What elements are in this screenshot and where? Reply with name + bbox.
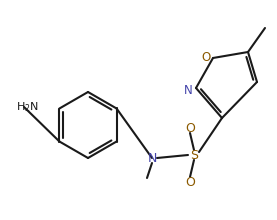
- Text: O: O: [202, 51, 211, 64]
- Text: H$_2$N: H$_2$N: [16, 100, 39, 114]
- Text: N: N: [147, 152, 157, 165]
- Text: N: N: [184, 84, 193, 97]
- Text: O: O: [185, 176, 195, 189]
- Text: S: S: [190, 148, 198, 161]
- Text: O: O: [185, 121, 195, 134]
